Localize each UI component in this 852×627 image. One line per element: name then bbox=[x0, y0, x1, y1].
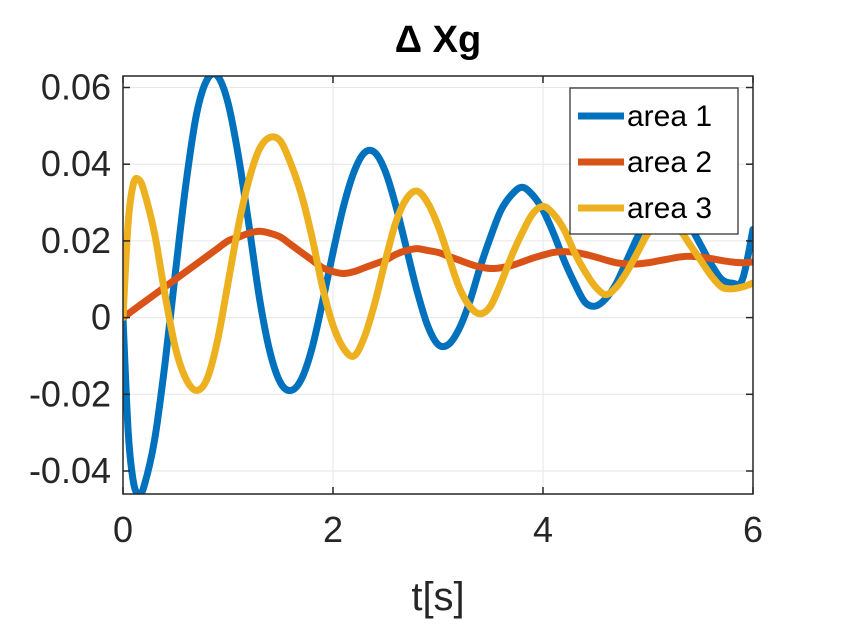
y-tick-label: 0.06 bbox=[41, 67, 111, 108]
x-tick-labels: 0 2 4 6 bbox=[113, 509, 763, 550]
x-tick-label: 0 bbox=[113, 509, 133, 550]
legend: area 1 area 2 area 3 bbox=[569, 87, 739, 235]
y-tick-label: 0.04 bbox=[41, 143, 111, 184]
y-tick-labels: -0.04 -0.02 0 0.02 0.04 0.06 bbox=[29, 67, 111, 491]
legend-items: area 1 area 2 area 3 bbox=[578, 100, 712, 225]
legend-label-area-1: area 1 bbox=[627, 100, 712, 133]
tick-marks bbox=[122, 76, 754, 494]
legend-label-area-2: area 2 bbox=[627, 146, 712, 179]
x-tick-label: 2 bbox=[323, 509, 343, 550]
y-tick-label: 0.02 bbox=[41, 220, 111, 261]
x-tick-label: 4 bbox=[533, 509, 553, 550]
legend-label-area-3: area 3 bbox=[627, 192, 712, 225]
y-tick-label: 0 bbox=[91, 297, 111, 338]
x-axis-label: t[s] bbox=[411, 575, 464, 619]
series-line-area-3 bbox=[123, 133, 753, 394]
y-tick-label: -0.02 bbox=[29, 373, 111, 414]
plot-area-frame bbox=[122, 75, 754, 495]
y-tick-label: -0.04 bbox=[29, 450, 111, 491]
series-line-area-2 bbox=[123, 227, 753, 322]
chart-title: Δ Xg bbox=[395, 19, 481, 61]
x-tick-label: 6 bbox=[743, 509, 763, 550]
